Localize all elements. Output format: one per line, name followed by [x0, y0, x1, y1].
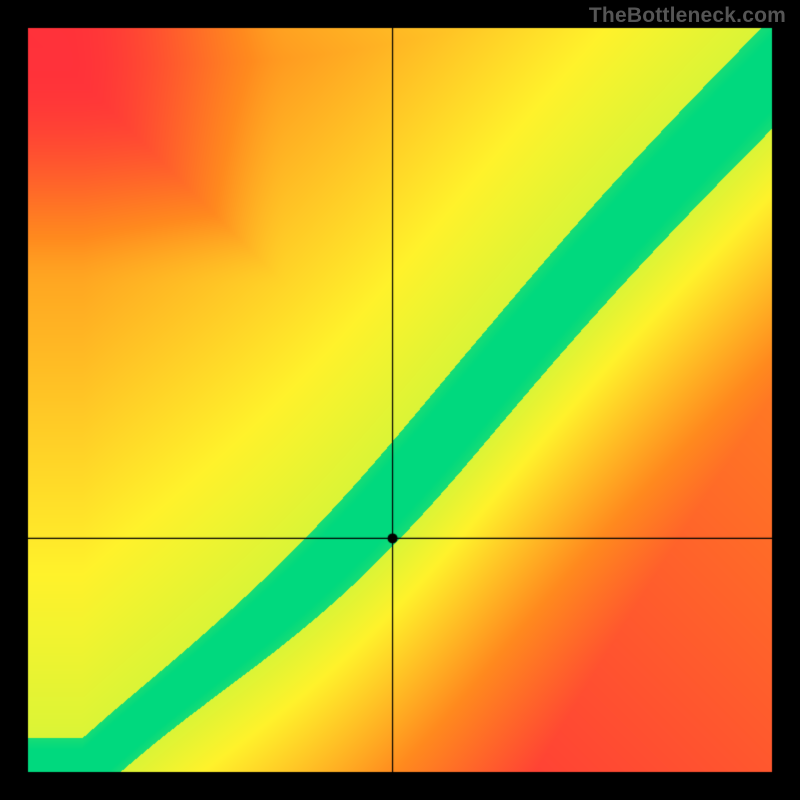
bottleneck-heatmap-canvas — [0, 0, 800, 800]
watermark-text: TheBottleneck.com — [589, 4, 786, 28]
chart-container: TheBottleneck.com — [0, 0, 800, 800]
